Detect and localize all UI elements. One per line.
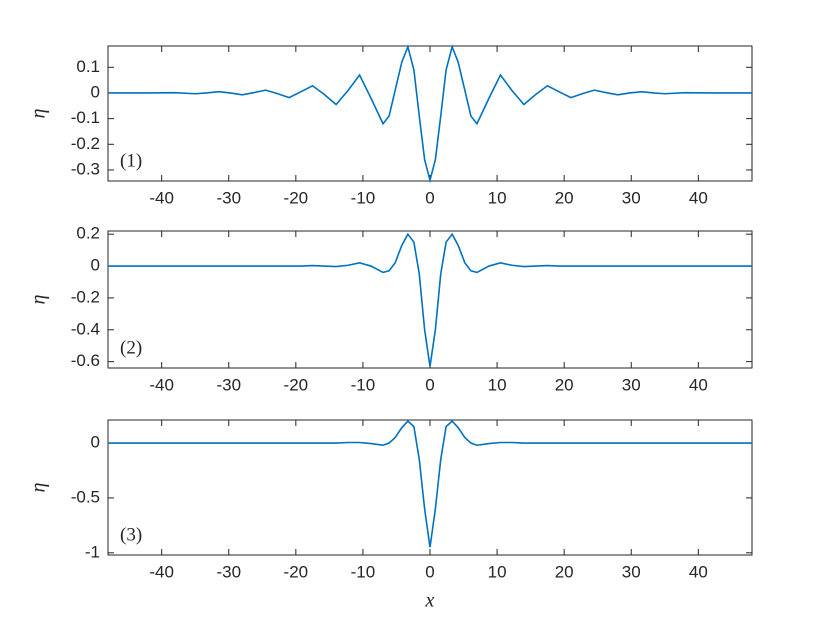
plot-area <box>107 45 753 182</box>
y-tick-label: -0.1 <box>71 108 100 127</box>
x-tick-label: 40 <box>689 188 708 207</box>
plot-area <box>107 419 753 556</box>
y-axis-label: η <box>28 482 50 492</box>
y-tick-label: 0 <box>91 82 100 101</box>
y-tick-label: -0.6 <box>71 351 100 370</box>
x-axis-label: x <box>425 590 435 612</box>
x-tick-label: -10 <box>351 188 376 207</box>
y-tick-label: -0.4 <box>71 319 100 338</box>
x-tick-label: 20 <box>555 375 574 394</box>
y-tick-label: -1 <box>85 542 100 561</box>
x-tick-label: -10 <box>351 562 376 581</box>
y-tick-label: 0.2 <box>76 224 100 243</box>
y-tick-label: 0 <box>91 433 100 452</box>
y-tick-label: -0.5 <box>71 487 100 506</box>
x-tick-label: 30 <box>622 562 641 581</box>
x-tick-label: 0 <box>425 188 434 207</box>
data-line <box>108 419 752 548</box>
x-tick-label: 0 <box>425 375 434 394</box>
x-tick-label: -30 <box>216 188 241 207</box>
x-tick-label: 10 <box>488 562 507 581</box>
x-tick-label: 30 <box>622 188 641 207</box>
annotation: (2) <box>120 337 142 358</box>
x-tick-label: 20 <box>555 188 574 207</box>
annotation: (1) <box>120 150 142 171</box>
x-tick-label: -30 <box>216 562 241 581</box>
y-tick-label: -0.3 <box>71 159 100 178</box>
x-tick-label: -20 <box>284 562 309 581</box>
data-line <box>108 232 752 367</box>
x-tick-label: 40 <box>689 562 708 581</box>
x-tick-label: -20 <box>284 375 309 394</box>
y-tick-label: 0.1 <box>76 57 100 76</box>
x-tick-label: 20 <box>555 562 574 581</box>
y-tick-label: -0.2 <box>71 134 100 153</box>
x-tick-label: -40 <box>149 562 174 581</box>
x-tick-label: -30 <box>216 375 241 394</box>
y-tick-label: -0.2 <box>71 287 100 306</box>
y-axis-label: η <box>28 294 50 304</box>
x-tick-label: 40 <box>689 375 708 394</box>
annotation: (3) <box>120 524 142 545</box>
x-tick-label: -40 <box>149 188 174 207</box>
x-tick-label: 0 <box>425 562 434 581</box>
x-tick-label: 10 <box>488 188 507 207</box>
x-tick-label: -40 <box>149 375 174 394</box>
y-tick-label: 0 <box>91 256 100 275</box>
plot-area <box>107 230 753 369</box>
data-line <box>108 44 752 184</box>
x-tick-label: 30 <box>622 375 641 394</box>
y-axis-label: η <box>28 108 50 118</box>
x-tick-label: -20 <box>284 188 309 207</box>
x-tick-label: -10 <box>351 375 376 394</box>
x-tick-label: 10 <box>488 375 507 394</box>
